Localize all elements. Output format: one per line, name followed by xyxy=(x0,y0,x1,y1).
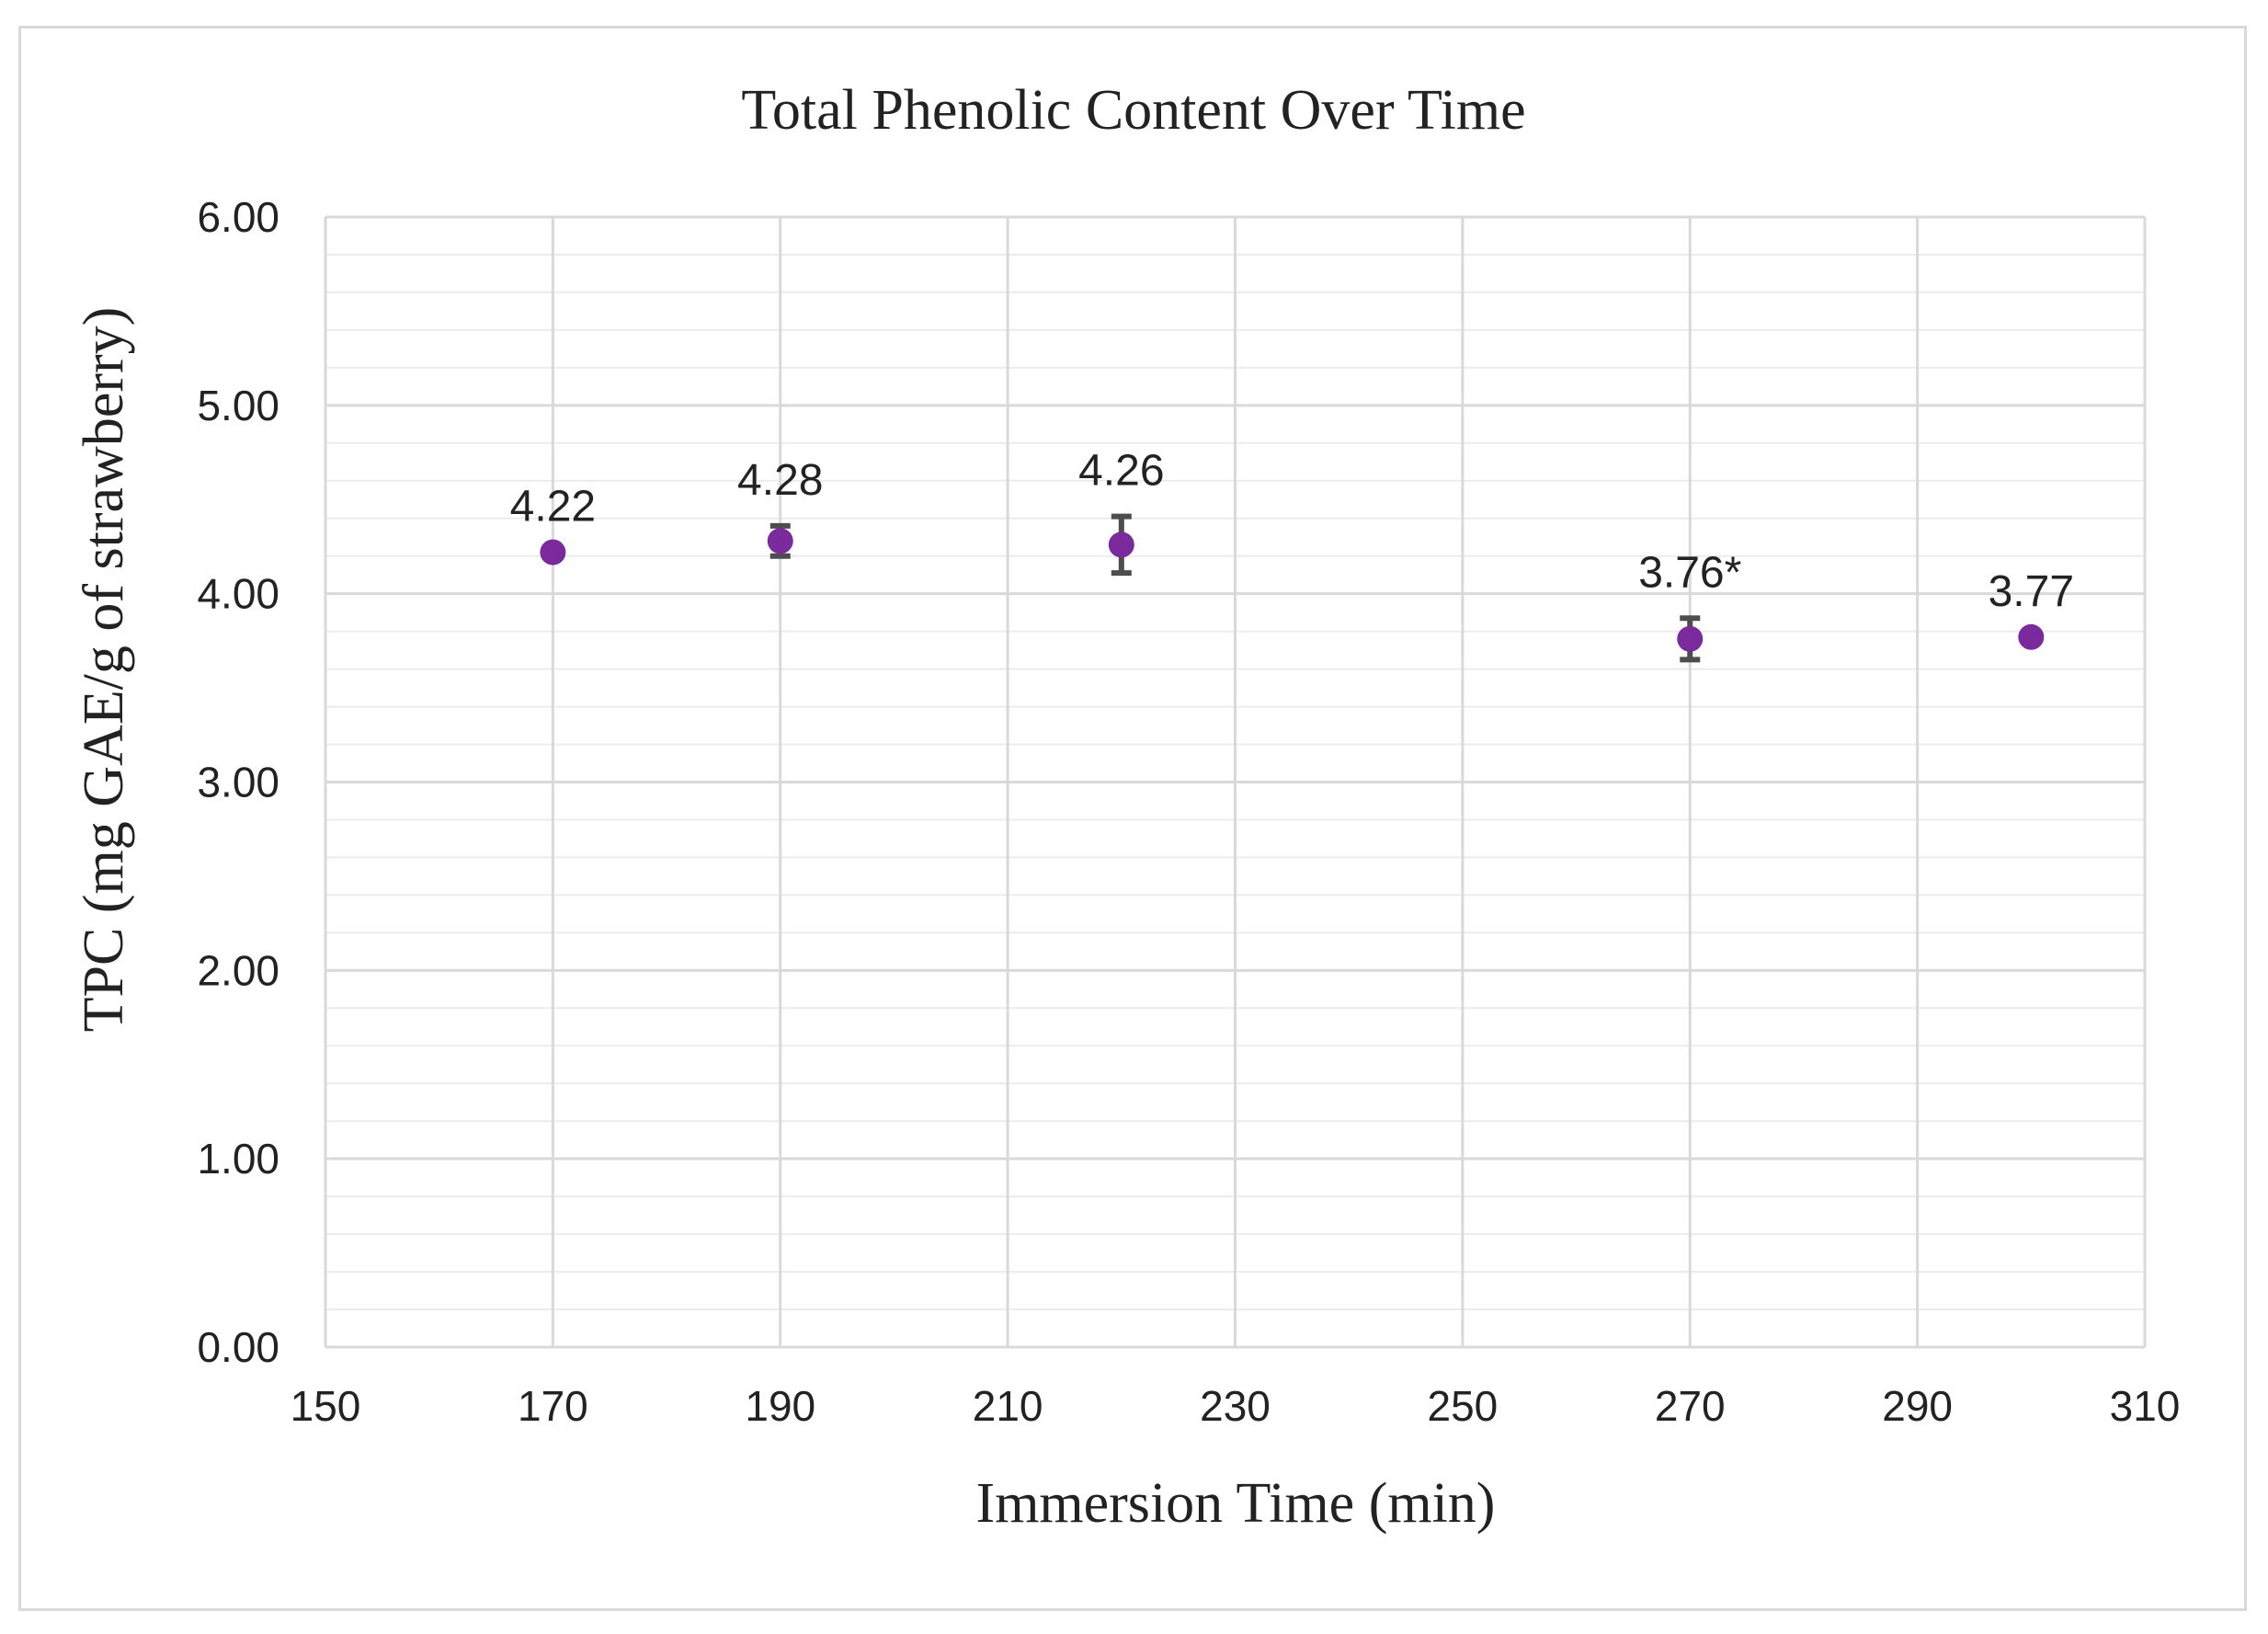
y-tick-label: 2.00 xyxy=(197,946,279,994)
y-tick-label: 1.00 xyxy=(197,1135,279,1183)
data-point xyxy=(540,539,566,566)
data-point xyxy=(1677,625,1704,652)
y-axis-ticks: 0.00 1.00 2.00 3.00 4.00 5.00 6.00 xyxy=(197,193,279,1371)
data-label-layer: 4.22 4.28 4.26 3.76* 3.77 xyxy=(510,447,2074,616)
data-label: 4.28 xyxy=(737,456,823,505)
y-tick-label: 6.00 xyxy=(197,193,279,241)
x-tick-label: 150 xyxy=(291,1382,361,1430)
y-tick-label: 0.00 xyxy=(197,1323,279,1371)
x-tick-label: 250 xyxy=(1428,1382,1499,1430)
data-point xyxy=(767,528,793,554)
x-axis-title: Immersion Time (min) xyxy=(976,1472,1496,1535)
x-tick-label: 230 xyxy=(1200,1382,1271,1430)
chart-title: Total Phenolic Content Over Time xyxy=(741,79,1525,142)
x-tick-label: 310 xyxy=(2110,1382,2181,1430)
y-tick-label: 5.00 xyxy=(197,382,279,429)
x-tick-label: 270 xyxy=(1655,1382,1726,1430)
data-label: 3.77 xyxy=(1989,567,2074,616)
grid-layer xyxy=(324,215,2147,1349)
x-tick-label: 290 xyxy=(1882,1382,1953,1430)
point-layer xyxy=(540,528,2045,652)
y-tick-label: 4.00 xyxy=(197,570,279,618)
data-label: 3.76* xyxy=(1638,548,1741,597)
x-axis-ticks: 150 170 190 210 230 250 270 290 310 xyxy=(291,1382,2181,1430)
data-label: 4.26 xyxy=(1078,447,1164,496)
x-tick-label: 190 xyxy=(745,1382,815,1430)
x-tick-label: 170 xyxy=(518,1382,588,1430)
x-tick-label: 210 xyxy=(973,1382,1043,1430)
y-axis-title: TPC (mg GAE/g of strawberry) xyxy=(73,307,135,1033)
data-point xyxy=(1108,531,1134,558)
data-label: 4.22 xyxy=(510,483,596,531)
data-point xyxy=(2018,623,2045,650)
y-tick-label: 3.00 xyxy=(197,759,279,806)
